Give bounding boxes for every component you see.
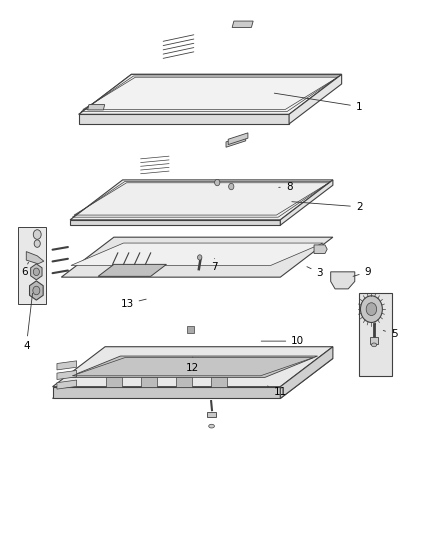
Polygon shape <box>314 245 327 254</box>
Text: 6: 6 <box>21 262 28 277</box>
Polygon shape <box>57 370 77 379</box>
Text: 1: 1 <box>274 93 363 111</box>
Polygon shape <box>228 133 248 144</box>
Polygon shape <box>176 377 192 386</box>
Text: 5: 5 <box>383 329 398 339</box>
Polygon shape <box>141 377 157 386</box>
Text: 7: 7 <box>211 259 218 271</box>
Polygon shape <box>79 75 342 115</box>
Polygon shape <box>68 356 318 377</box>
Circle shape <box>34 240 40 247</box>
Polygon shape <box>359 293 392 376</box>
Polygon shape <box>79 75 342 115</box>
Circle shape <box>366 303 377 316</box>
Circle shape <box>33 268 39 276</box>
Circle shape <box>215 179 220 186</box>
Text: 2: 2 <box>292 201 363 212</box>
Polygon shape <box>18 227 46 304</box>
Polygon shape <box>70 220 280 225</box>
Circle shape <box>33 286 40 295</box>
Text: 12: 12 <box>186 357 199 373</box>
Polygon shape <box>79 115 289 124</box>
Polygon shape <box>61 237 333 277</box>
Text: 8: 8 <box>279 182 293 191</box>
Text: 4: 4 <box>23 293 32 351</box>
Ellipse shape <box>208 424 215 428</box>
Polygon shape <box>31 264 42 280</box>
Polygon shape <box>53 358 333 398</box>
Polygon shape <box>71 243 323 265</box>
Polygon shape <box>280 180 333 225</box>
Circle shape <box>198 255 202 260</box>
Polygon shape <box>232 21 253 28</box>
Polygon shape <box>53 386 280 398</box>
Circle shape <box>33 230 41 239</box>
Text: 9: 9 <box>353 267 371 277</box>
Polygon shape <box>211 377 227 386</box>
Text: 11: 11 <box>268 386 287 397</box>
Polygon shape <box>207 411 216 417</box>
Polygon shape <box>70 180 333 220</box>
Polygon shape <box>88 104 105 110</box>
Polygon shape <box>226 135 246 147</box>
Polygon shape <box>370 337 378 344</box>
Text: 13: 13 <box>120 299 146 309</box>
Polygon shape <box>280 346 333 398</box>
Polygon shape <box>331 272 355 289</box>
Polygon shape <box>57 361 77 370</box>
Polygon shape <box>29 281 43 300</box>
Text: 3: 3 <box>307 266 323 278</box>
Polygon shape <box>26 252 44 264</box>
Polygon shape <box>57 380 77 389</box>
Polygon shape <box>289 75 342 124</box>
Text: 10: 10 <box>261 336 304 346</box>
Polygon shape <box>106 377 122 386</box>
Polygon shape <box>187 326 194 333</box>
Ellipse shape <box>371 343 377 346</box>
Circle shape <box>360 296 382 322</box>
Circle shape <box>229 183 234 190</box>
Polygon shape <box>98 264 166 276</box>
Polygon shape <box>53 346 333 386</box>
